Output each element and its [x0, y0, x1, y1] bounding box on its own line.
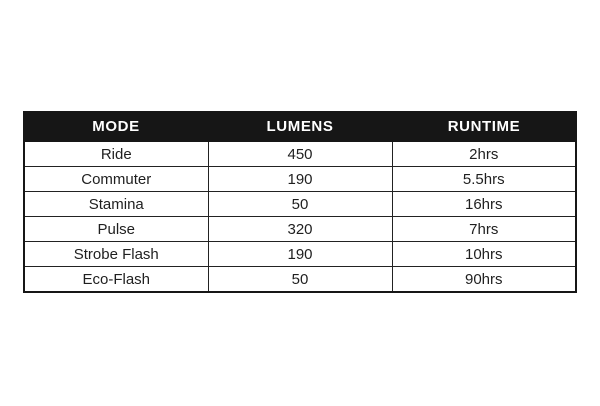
cell-mode: Ride	[23, 140, 209, 167]
cell-mode: Strobe Flash	[23, 241, 209, 267]
cell-mode: Stamina	[23, 191, 209, 217]
cell-runtime: 10hrs	[391, 241, 577, 267]
cell-runtime: 2hrs	[391, 140, 577, 167]
cell-lumens: 50	[207, 191, 393, 217]
column-header-runtime: RUNTIME	[391, 111, 577, 142]
spec-table-header: MODE LUMENS RUNTIME	[23, 111, 577, 142]
table-row: Commuter 190 5.5hrs	[23, 166, 577, 192]
cell-mode: Eco-Flash	[23, 266, 209, 293]
cell-lumens: 50	[207, 266, 393, 293]
table-row: Ride 450 2hrs	[23, 140, 577, 167]
cell-lumens: 450	[207, 140, 393, 167]
cell-lumens: 190	[207, 166, 393, 192]
spec-table: MODE LUMENS RUNTIME Ride 450 2hrs Commut…	[23, 111, 577, 293]
cell-mode: Commuter	[23, 166, 209, 192]
table-row: Stamina 50 16hrs	[23, 191, 577, 217]
column-header-mode: MODE	[23, 111, 209, 142]
spec-table-body: Ride 450 2hrs Commuter 190 5.5hrs Stamin…	[23, 140, 577, 293]
table-row: Strobe Flash 190 10hrs	[23, 241, 577, 267]
cell-mode: Pulse	[23, 216, 209, 242]
cell-runtime: 5.5hrs	[391, 166, 577, 192]
cell-runtime: 16hrs	[391, 191, 577, 217]
cell-lumens: 320	[207, 216, 393, 242]
cell-runtime: 7hrs	[391, 216, 577, 242]
cell-runtime: 90hrs	[391, 266, 577, 293]
column-header-lumens: LUMENS	[207, 111, 393, 142]
table-row: Pulse 320 7hrs	[23, 216, 577, 242]
table-row: Eco-Flash 50 90hrs	[23, 266, 577, 293]
cell-lumens: 190	[207, 241, 393, 267]
header-row: MODE LUMENS RUNTIME	[23, 111, 577, 142]
